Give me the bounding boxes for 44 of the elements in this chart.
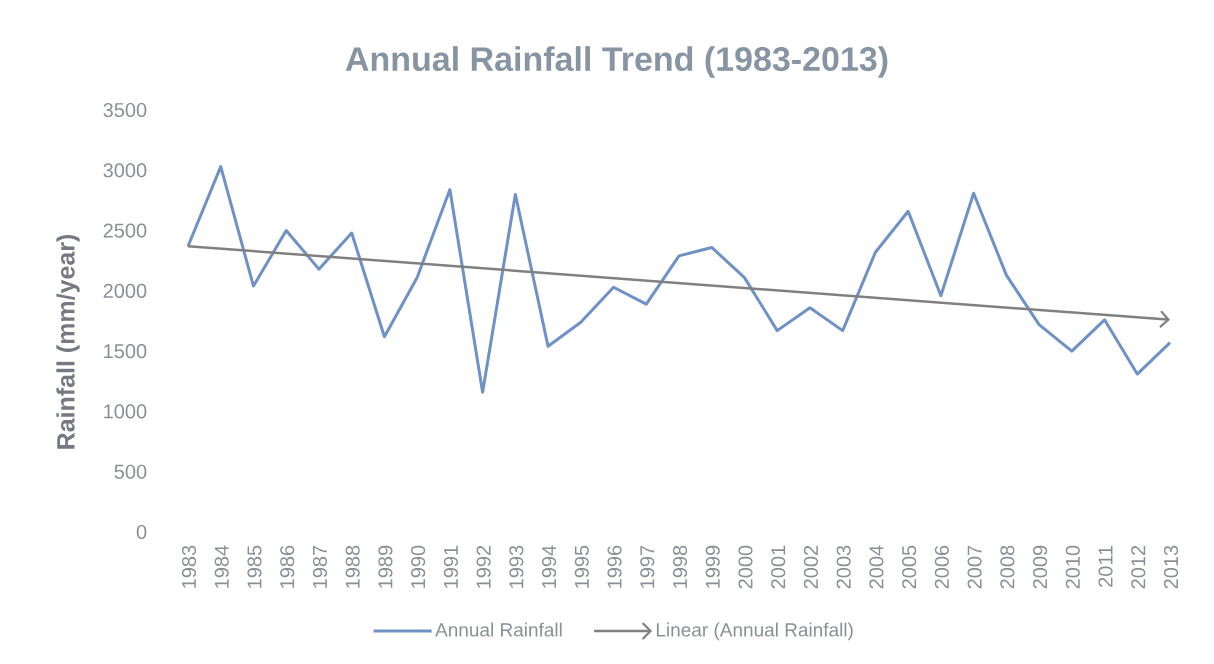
y-tick-label: 500 [114,464,147,479]
legend-label: Linear (Annual Rainfall) [656,622,853,641]
y-tick-label: 1500 [104,344,147,359]
x-tick-label: 2001 [771,545,786,589]
x-tick-label: 1996 [607,545,622,588]
x-tick-label: 2010 [1065,545,1080,589]
x-tick-label: 1984 [214,545,229,588]
x-tick-label: 2011 [1098,545,1113,587]
line-series [186,165,1172,394]
x-tick-label: 2002 [803,545,819,589]
legend-label: Annual Rainfall [435,622,562,637]
y-tick-label: 2500 [103,223,147,238]
x-tick-label: 2009 [1033,545,1048,589]
x-tick-label: 2003 [836,545,851,589]
x-tick-label: 1999 [705,545,720,588]
x-tick-label: 1994 [542,545,557,588]
x-tick-label: 1991 [443,545,458,588]
x-tick-label: 2006 [934,545,949,589]
y-tick-label: 3000 [103,163,147,178]
x-tick-label: 2007 [967,545,982,589]
x-tick-label: 1998 [672,545,688,588]
x-tick-label: 2005 [902,545,917,589]
x-tick-label: 2008 [1000,545,1015,589]
x-tick-label: 1995 [574,545,589,588]
y-tick-label: 1000 [104,404,147,419]
x-tick-label: 1990 [411,545,426,588]
x-tick-label: 2000 [738,545,753,589]
y-tick-label: 0 [136,524,147,540]
x-tick-label: 2004 [869,545,884,589]
x-tick-label: 2013 [1163,545,1179,589]
y-axis-title: Rainfall (mm/year) [56,234,80,449]
chart-title: Annual Rainfall Trend (1983-2013) [345,46,888,78]
x-tick-label: 1986 [280,545,295,588]
x-tick-label: 1988 [345,545,360,588]
x-tick-label: 2012 [1131,545,1146,589]
x-tick-label: 1992 [476,545,491,588]
x-tick-label: 1993 [509,545,524,588]
y-tick-label: 3500 [103,102,147,118]
x-tick-label: 1987 [312,545,328,588]
y-tick-label: 2000 [103,283,147,298]
x-tick-label: 1989 [378,545,393,588]
x-tick-label: 1985 [247,545,262,588]
x-tick-label: 1997 [640,545,655,588]
x-tick-label: 1983 [181,545,197,588]
